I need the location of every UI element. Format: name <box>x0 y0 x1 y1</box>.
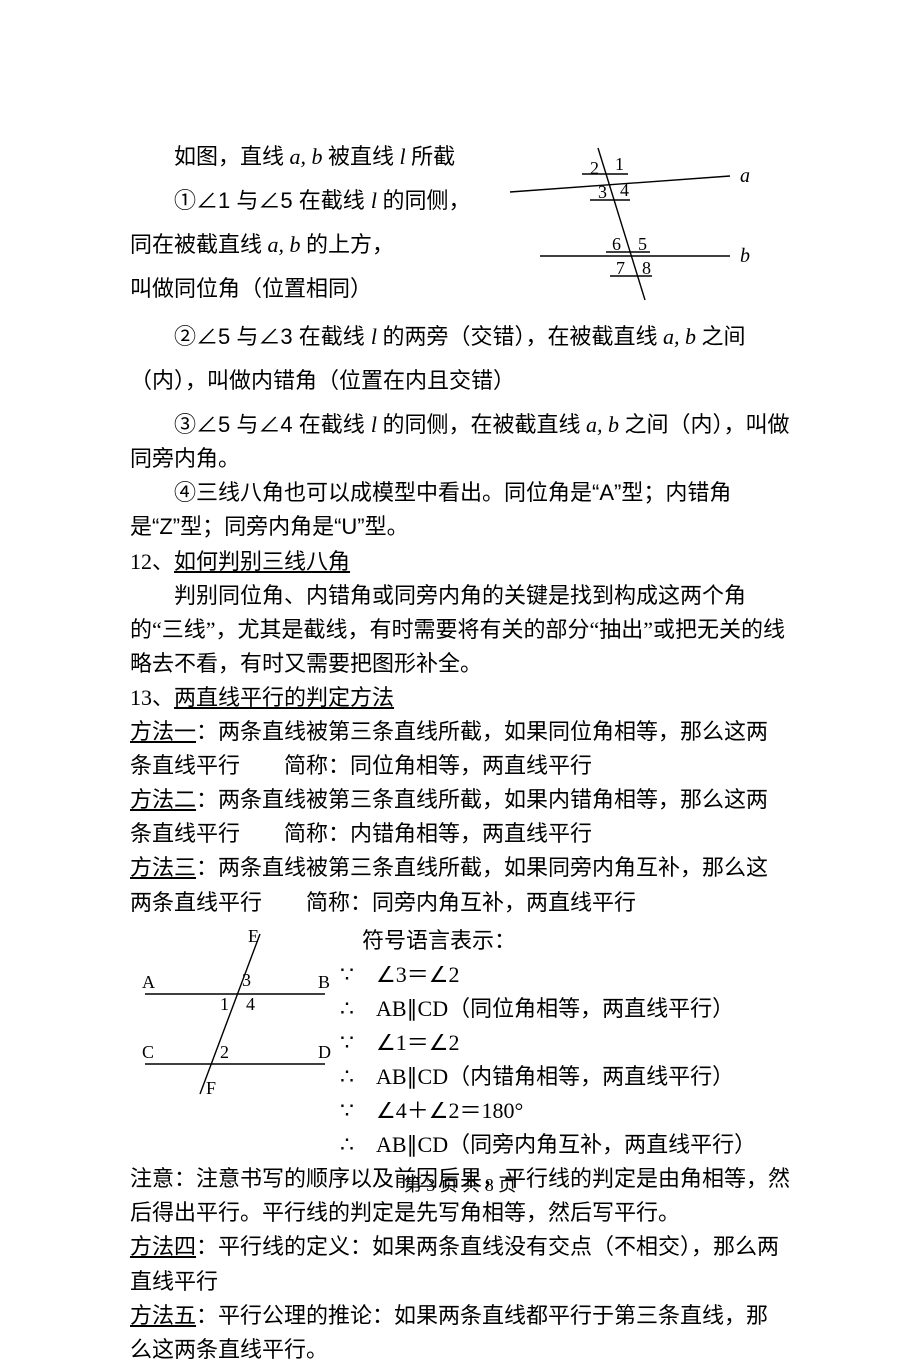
svg-text:6: 6 <box>612 234 621 254</box>
p2-line: 同在被截直线 a, b 的上方， <box>130 228 490 262</box>
p8-line: ④三线八角也可以成模型中看出。同位角是“A”型；内错角是“Z”型；同旁内角是“U… <box>130 476 790 544</box>
m2-body: ：两条直线被第三条直线所截，如果内错角相等，那么这两条直线平行 简称：内错角相等… <box>130 787 768 846</box>
svg-text:2: 2 <box>590 158 599 178</box>
svg-text:3: 3 <box>598 182 607 202</box>
svg-text:A: A <box>142 972 155 992</box>
m5: 方法五：平行公理的推论：如果两条直线都平行于第三条直线，那么这两条直线平行。 <box>130 1299 790 1367</box>
svg-text:B: B <box>318 972 330 992</box>
svg-text:F: F <box>206 1078 216 1098</box>
figure-2: A B C D E F 13 4 2 <box>130 924 340 1104</box>
p1b: 的同侧， <box>377 188 471 213</box>
intro-line: 如图，直线 a, b 被直线 l 所截 <box>130 140 490 174</box>
m3: 方法三：两条直线被第三条直线所截，如果同旁内角互补，那么这两条直线平行 简称：同… <box>130 851 790 919</box>
m4-body: ：平行线的定义：如果两条直线没有交点（不相交），那么两直线平行 <box>130 1234 779 1293</box>
sec12-body: 判别同位角、内错角或同旁内角的关键是找到构成这两个角的“三线”，尤其是截线，有时… <box>130 579 790 681</box>
m1-label: 方法一 <box>130 719 196 744</box>
m2-label: 方法二 <box>130 787 196 812</box>
p4ab: a, b <box>663 324 696 349</box>
p6c: 之间（内），叫做 <box>619 412 790 437</box>
pf2: ∴ AB∥CD（同位角相等，两直线平行） <box>340 992 790 1026</box>
m3-body: ：两条直线被第三条直线所截，如果同旁内角互补，那么这两条直线平行 简称：同旁内角… <box>130 855 768 914</box>
p7-line: 同旁内角。 <box>130 442 790 476</box>
intro-c: 所截 <box>406 144 456 169</box>
p5-line: （内），叫做内错角（位置在内且交错） <box>130 364 790 398</box>
sec12-num: 12、 <box>130 549 174 574</box>
p6a: ③∠5 与∠4 在截线 <box>174 412 371 437</box>
svg-text:2: 2 <box>220 1042 229 1062</box>
svg-text:1: 1 <box>615 154 624 174</box>
p4-line: ②∠5 与∠3 在截线 l 的两旁（交错），在被截直线 a, b 之间 <box>130 320 790 354</box>
svg-text:C: C <box>142 1042 154 1062</box>
svg-text:3: 3 <box>242 970 251 990</box>
top-text: 如图，直线 a, b 被直线 l 所截 ①∠1 与∠5 在截线 l 的同侧， 同… <box>130 140 490 306</box>
pf3: ∵ ∠1＝∠2 <box>340 1026 790 1060</box>
proof-text: 符号语言表示： ∵ ∠3＝∠2 ∴ AB∥CD（同位角相等，两直线平行） ∵ ∠… <box>340 924 790 1163</box>
proof-title: 符号语言表示： <box>340 924 790 958</box>
intro-ab: a, b <box>290 144 323 169</box>
page-footer: 第 3 页 共 8 页 <box>0 1172 920 1200</box>
svg-text:7: 7 <box>616 258 625 278</box>
svg-text:4: 4 <box>246 994 255 1014</box>
p2ab: a, b <box>268 232 301 257</box>
m5-label: 方法五 <box>130 1303 196 1328</box>
m4-label: 方法四 <box>130 1234 196 1259</box>
sec12-title: 如何判别三线八角 <box>174 549 350 574</box>
m1: 方法一：两条直线被第三条直线所截，如果同位角相等，那么这两条直线平行 简称：同位… <box>130 715 790 783</box>
top-block: 如图，直线 a, b 被直线 l 所截 ①∠1 与∠5 在截线 l 的同侧， 同… <box>130 140 790 310</box>
p6ab: a, b <box>586 412 619 437</box>
sec12: 12、如何判别三线八角 <box>130 545 790 579</box>
page: 如图，直线 a, b 被直线 l 所截 ①∠1 与∠5 在截线 l 的同侧， 同… <box>0 0 920 1300</box>
p6b: 的同侧，在被截直线 <box>377 412 586 437</box>
sec13-title: 两直线平行的判定方法 <box>174 685 394 710</box>
svg-text:b: b <box>740 245 750 267</box>
sec13-num: 13、 <box>130 685 174 710</box>
svg-text:D: D <box>318 1042 331 1062</box>
svg-text:4: 4 <box>620 180 629 200</box>
p1a: ①∠1 与∠5 在截线 <box>174 188 371 213</box>
pf5: ∵ ∠4＋∠2＝180° <box>340 1094 790 1128</box>
svg-text:a: a <box>740 165 750 187</box>
figure-1: a b 12 34 56 78 <box>490 140 790 310</box>
m5-body: ：平行公理的推论：如果两条直线都平行于第三条直线，那么这两条直线平行。 <box>130 1303 768 1362</box>
proof-block: A B C D E F 13 4 2 符号语言表示： ∵ ∠3＝∠2 ∴ AB∥CD（同位角相等… <box>130 924 790 1163</box>
intro-a: 如图，直线 <box>174 144 290 169</box>
svg-text:5: 5 <box>638 234 647 254</box>
p4c: 之间 <box>696 324 746 349</box>
pf6: ∴ AB∥CD（同旁内角互补，两直线平行） <box>340 1128 790 1162</box>
sec13: 13、两直线平行的判定方法 <box>130 681 790 715</box>
m1-body: ：两条直线被第三条直线所截，如果同位角相等，那么这两条直线平行 简称：同位角相等… <box>130 719 768 778</box>
pf4: ∴ AB∥CD（内错角相等，两直线平行） <box>340 1060 790 1094</box>
m3-label: 方法三 <box>130 855 196 880</box>
p2a: 同在被截直线 <box>130 232 268 257</box>
pf1: ∵ ∠3＝∠2 <box>340 958 790 992</box>
svg-text:1: 1 <box>220 994 229 1014</box>
m4: 方法四：平行线的定义：如果两条直线没有交点（不相交），那么两直线平行 <box>130 1230 790 1298</box>
p3-line: 叫做同位角（位置相同） <box>130 272 490 306</box>
p6-line: ③∠5 与∠4 在截线 l 的同侧，在被截直线 a, b 之间（内），叫做 <box>130 408 790 442</box>
p2b: 的上方， <box>301 232 395 257</box>
figure-2-svg: A B C D E F 13 4 2 <box>130 924 340 1104</box>
svg-text:8: 8 <box>642 258 651 278</box>
intro-b: 被直线 <box>323 144 400 169</box>
p1-line: ①∠1 与∠5 在截线 l 的同侧， <box>130 184 490 218</box>
figure-1-svg: a b 12 34 56 78 <box>490 140 790 310</box>
svg-text:E: E <box>248 926 259 946</box>
m2: 方法二：两条直线被第三条直线所截，如果内错角相等，那么这两条直线平行 简称：内错… <box>130 783 790 851</box>
p4a: ②∠5 与∠3 在截线 <box>174 324 371 349</box>
p4b: 的两旁（交错），在被截直线 <box>377 324 663 349</box>
